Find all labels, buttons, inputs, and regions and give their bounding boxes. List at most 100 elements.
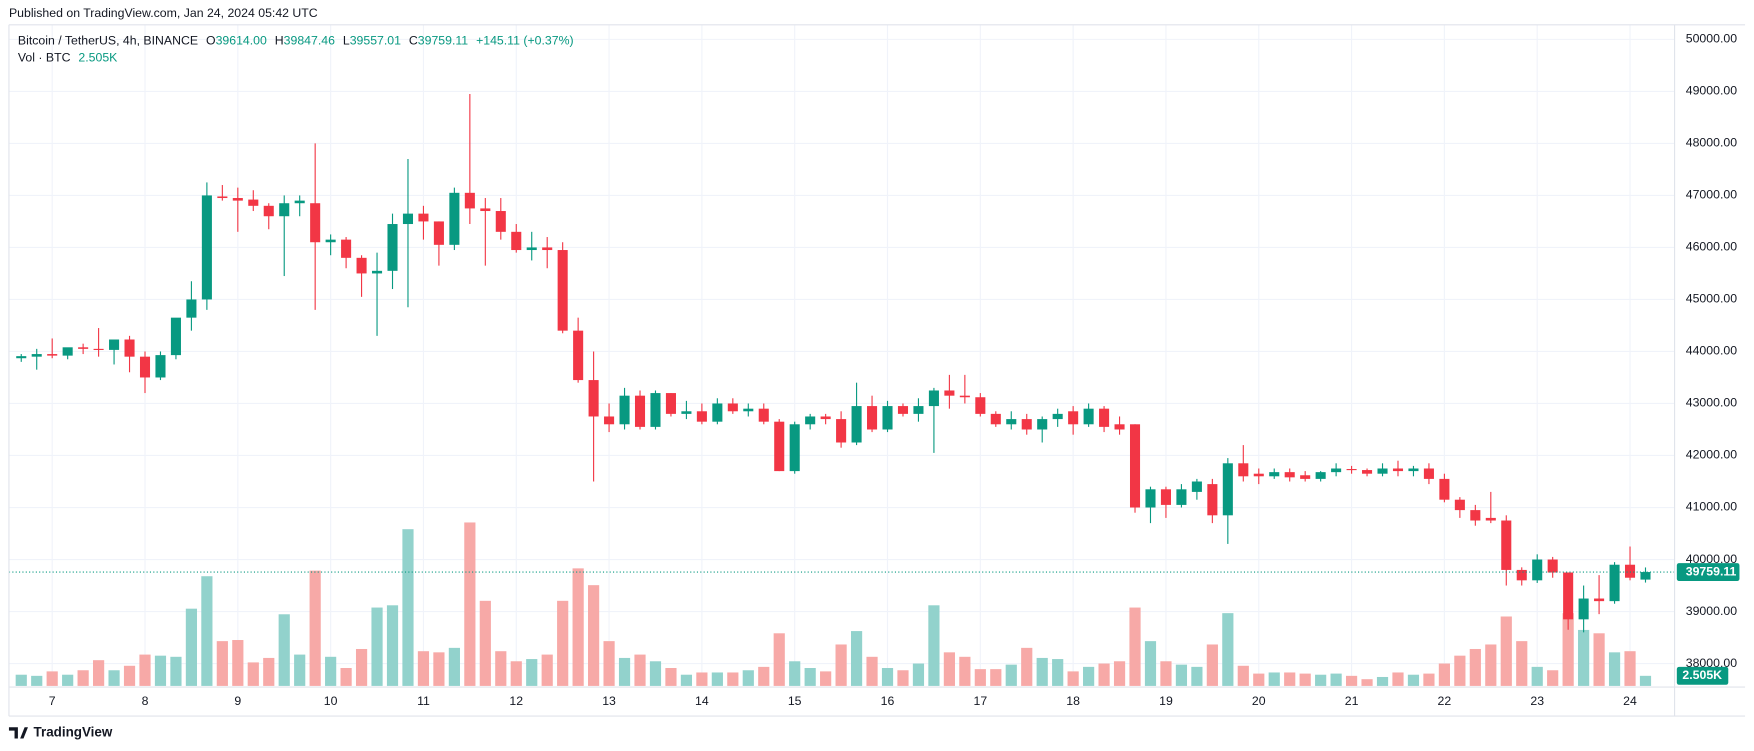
volume-bar (1469, 648, 1481, 686)
volume-bar (1547, 670, 1559, 686)
y-tick-label: 43000.00 (1686, 396, 1737, 410)
candle-body (155, 355, 166, 378)
volume-bar (1485, 644, 1497, 686)
candle-body (464, 192, 475, 209)
x-tick-label: 8 (142, 694, 149, 708)
last-price-label: 39759.11 (1686, 564, 1737, 578)
last-price-box (1676, 563, 1740, 582)
ohlc-key: C (409, 34, 418, 48)
candle-body (387, 224, 398, 271)
volume-bar (1299, 673, 1311, 686)
volume-bar (1237, 665, 1249, 686)
volume-bar (588, 585, 600, 686)
volume-bar (912, 663, 925, 686)
volume-bar (108, 670, 120, 686)
candle-body (93, 348, 104, 350)
x-tick-label: 16 (881, 694, 895, 708)
candle-body (1191, 481, 1202, 492)
volume-value: 2.505K (78, 51, 118, 65)
candle-body (139, 356, 151, 378)
candle-body (1114, 424, 1125, 430)
volume-bar (309, 570, 321, 686)
candle-body (1423, 468, 1434, 479)
volume-bar (1578, 629, 1590, 686)
volume-bar (1516, 641, 1528, 686)
volume-bar (1423, 673, 1435, 686)
candle-body (109, 339, 120, 350)
volume-bar (93, 660, 105, 686)
volume-bar (417, 651, 430, 686)
volume-bar (680, 674, 693, 686)
volume-bar (1144, 641, 1157, 686)
candle-body (1315, 472, 1326, 479)
volume-bar (1052, 659, 1064, 686)
volume-bar (618, 657, 631, 686)
volume-bar (866, 656, 878, 686)
x-tick-label: 7 (49, 694, 56, 708)
volume-bar (1593, 633, 1605, 686)
volume-bar (1315, 674, 1327, 686)
candle-body (433, 221, 444, 245)
volume-bar (1562, 613, 1574, 686)
candle-body (867, 406, 878, 430)
candle-body (1624, 564, 1636, 578)
volume-bar (1438, 663, 1450, 686)
y-tick-label: 39000.00 (1686, 604, 1737, 618)
volume-bar (1175, 664, 1188, 686)
y-tick-label: 41000.00 (1686, 500, 1737, 514)
candle-body (372, 270, 383, 274)
candle-body (526, 247, 537, 251)
volume-bar (433, 652, 445, 686)
candle-body (1068, 411, 1079, 425)
volume-bar (1098, 663, 1110, 686)
legend-main: Bitcoin / TetherUS, 4h, BINANCE O39614.0… (18, 34, 574, 48)
volume-bar (804, 667, 816, 686)
candle-body (928, 390, 939, 407)
candle-body (1485, 517, 1496, 521)
volume-bar (820, 671, 832, 686)
candle-body (1269, 472, 1280, 477)
candle-body (511, 231, 522, 251)
candle-body (418, 213, 429, 222)
volume-bar (464, 522, 476, 686)
last-volume-box (1676, 666, 1729, 685)
volume-bar (402, 529, 414, 686)
candle-body (356, 257, 367, 274)
volume-bar (1407, 674, 1420, 686)
volume-bar (1083, 666, 1095, 686)
x-tick-label: 13 (602, 694, 616, 708)
candle-body (727, 403, 738, 412)
y-tick-label: 50000.00 (1686, 32, 1737, 46)
candle-body (124, 339, 135, 357)
candle-body (248, 199, 259, 206)
volume-bar (31, 675, 43, 686)
candle-body (573, 330, 584, 381)
plot-area (8, 24, 1675, 686)
volume-bar (634, 654, 646, 686)
volume-bar (1036, 657, 1048, 686)
candle-body (665, 393, 676, 414)
candle-body (1470, 510, 1481, 521)
volume-bar (1129, 607, 1141, 686)
candle-body (1238, 463, 1249, 477)
volume-bar (495, 651, 507, 686)
y-tick-label: 42000.00 (1686, 448, 1737, 462)
candle-body (1145, 489, 1156, 508)
candle-body (1454, 499, 1465, 511)
candle-body (650, 393, 661, 427)
volume-bar (1500, 616, 1512, 686)
candle-body (882, 406, 893, 430)
volume-bar (1191, 666, 1203, 686)
volume-bar (170, 656, 182, 686)
candle-body (495, 211, 506, 232)
candle-body (1037, 419, 1048, 430)
y-tick-label: 40000.00 (1686, 552, 1737, 566)
ohlc-value: 39759.11 (418, 34, 469, 48)
x-tick-label: 18 (1066, 694, 1080, 708)
candle-body (975, 397, 986, 414)
volume-bar (355, 648, 368, 686)
volume-bar (943, 652, 955, 686)
volume-bar (572, 568, 584, 686)
x-tick-label: 19 (1159, 694, 1173, 708)
